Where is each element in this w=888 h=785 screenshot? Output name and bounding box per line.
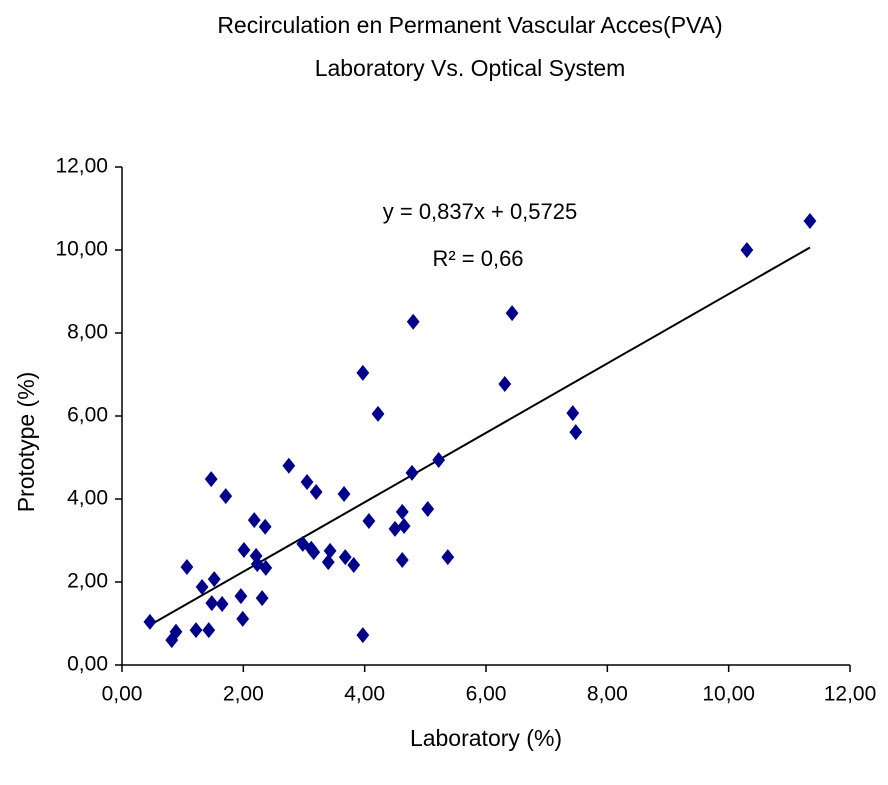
r-squared: R² = 0,66: [432, 246, 523, 271]
x-tick-label: 2,00: [223, 683, 264, 706]
point: [803, 212, 817, 229]
point: [566, 405, 580, 422]
point: [215, 595, 229, 612]
x-tick-label: 8,00: [587, 683, 628, 706]
x-tick-label: 6,00: [466, 683, 507, 706]
point: [432, 451, 446, 468]
point: [569, 424, 583, 441]
point: [143, 613, 157, 630]
x-axis-label: Laboratory (%): [410, 725, 562, 751]
x-tick-label: 12,00: [824, 683, 877, 706]
point: [740, 242, 754, 258]
point: [237, 542, 251, 559]
point: [395, 503, 409, 520]
y-tick-label: 2,00: [67, 570, 108, 593]
point: [421, 500, 435, 517]
point: [205, 595, 219, 612]
point: [323, 542, 337, 559]
y-tick-label: 0,00: [67, 653, 108, 676]
point: [371, 405, 385, 422]
y-tick-label: 6,00: [67, 404, 108, 427]
chart-title: Recirculation en Permanent Vascular Acce…: [217, 12, 722, 38]
y-tick-label: 4,00: [67, 487, 108, 510]
point: [309, 483, 323, 500]
point: [356, 364, 370, 381]
point: [258, 518, 272, 535]
point: [356, 627, 370, 644]
point: [505, 305, 519, 322]
point: [204, 471, 218, 488]
point: [338, 549, 352, 566]
equation: y = 0,837x + 0,5725: [383, 199, 578, 224]
point: [169, 623, 183, 640]
y-tick-label: 10,00: [55, 238, 108, 261]
chart-subtitle: Laboratory Vs. Optical System: [315, 55, 626, 81]
point: [219, 488, 233, 505]
point: [180, 559, 194, 576]
x-tick-label: 0,00: [102, 683, 143, 706]
point: [300, 473, 314, 490]
point: [282, 457, 296, 474]
point: [441, 549, 455, 566]
y-tick-label: 8,00: [67, 321, 108, 344]
point: [307, 544, 321, 561]
point: [189, 622, 203, 639]
point: [405, 464, 419, 481]
trendline: [150, 246, 811, 626]
x-tick-label: 4,00: [344, 683, 385, 706]
point: [255, 590, 269, 607]
y-tick-label: 12,00: [55, 155, 108, 178]
point: [397, 517, 411, 534]
point: [395, 552, 409, 569]
point: [498, 376, 512, 393]
point: [321, 554, 335, 571]
y-axis-label: Prototype (%): [13, 372, 39, 513]
point: [202, 622, 216, 639]
point: [236, 610, 250, 627]
point: [247, 512, 261, 529]
point: [195, 578, 209, 595]
point: [406, 313, 420, 330]
point: [337, 486, 351, 503]
point: [207, 571, 221, 588]
point: [234, 588, 248, 605]
point: [347, 556, 361, 573]
point: [388, 520, 402, 537]
point: [362, 512, 376, 529]
point: [259, 559, 273, 576]
x-tick-label: 10,00: [702, 683, 755, 706]
